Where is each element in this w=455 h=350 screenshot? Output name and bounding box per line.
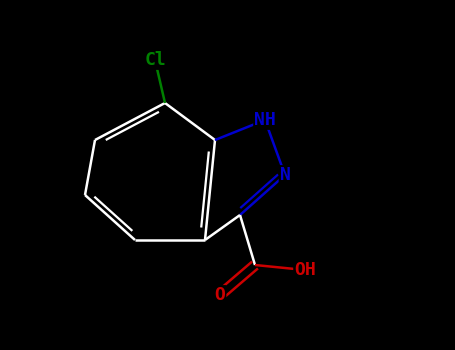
Text: N: N (279, 166, 290, 184)
Text: Cl: Cl (144, 51, 166, 69)
Text: O: O (215, 286, 225, 304)
Text: NH: NH (254, 111, 276, 129)
Text: OH: OH (294, 261, 316, 279)
